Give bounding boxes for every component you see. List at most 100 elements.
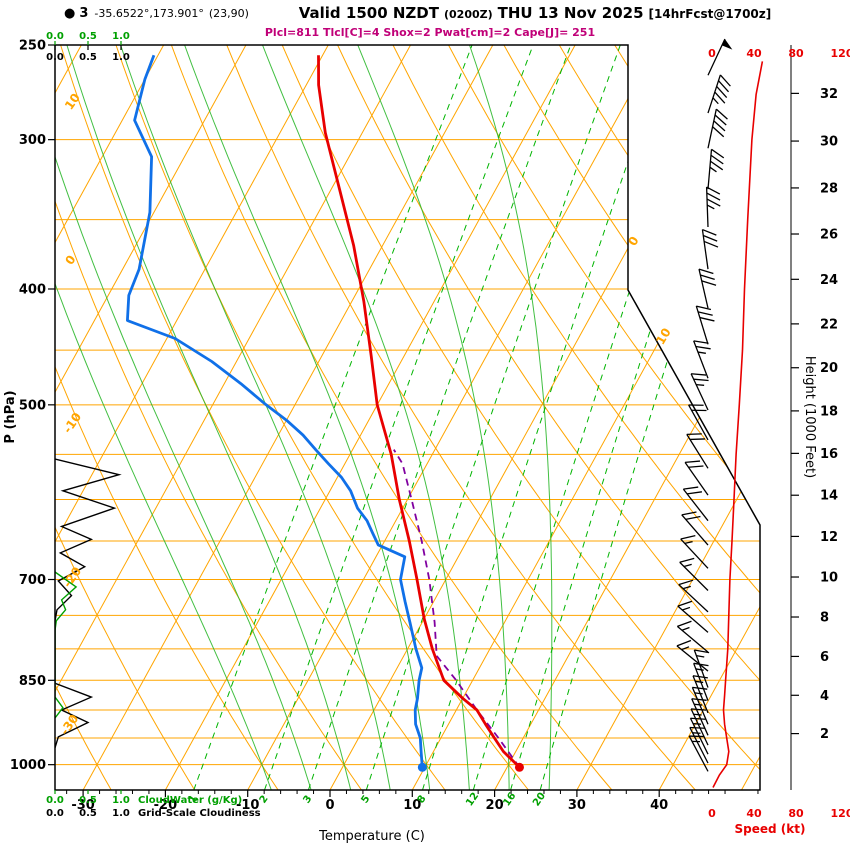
dry-adiabat-label: -30 — [58, 712, 82, 738]
dry-adiabat-line — [60, 45, 446, 790]
moist-adiabat-line — [184, 45, 431, 790]
barb-feather — [685, 515, 701, 520]
moist-adiabat-line — [120, 45, 391, 790]
barb-half-feather — [681, 646, 690, 651]
speed-tick-label-top: 40 — [746, 47, 762, 60]
barb-feather — [681, 511, 697, 516]
wind-barb — [691, 698, 709, 736]
barb-feather — [714, 114, 727, 126]
wind-barb — [676, 620, 709, 653]
wind-barb — [690, 373, 709, 411]
cloudwater-scale-label-top: 0.0 — [46, 31, 64, 42]
isotherm-line — [494, 45, 760, 790]
height-axis-label: Height (1000 Feet) — [802, 356, 817, 478]
dry-adiabat-line — [115, 45, 529, 790]
wind-barb — [707, 148, 725, 190]
barb-feather — [710, 154, 724, 165]
height-tick-label: 18 — [820, 404, 838, 419]
cloud-profiles — [55, 458, 122, 749]
height-tick-label: 28 — [820, 181, 838, 196]
dry-adiabat-line — [55, 45, 362, 790]
cloudiness-scale-label-top: 0.5 — [79, 52, 97, 63]
barb-feather — [689, 438, 705, 441]
barb-half-feather — [684, 540, 693, 545]
height-tick-label: 32 — [820, 87, 838, 102]
wind-barb — [690, 708, 709, 746]
barb-feather — [713, 120, 726, 132]
surface-dewpoint-dot — [417, 762, 427, 772]
barb-feather — [711, 148, 725, 159]
temperature-tick-label: 20 — [486, 798, 504, 813]
barb-half-feather — [682, 585, 691, 590]
wind-barb — [707, 74, 731, 114]
barb-feather — [690, 717, 706, 720]
isotherm-line — [576, 45, 760, 790]
barb-feather — [695, 345, 711, 350]
barb-feather — [677, 620, 692, 627]
wind-barb — [693, 340, 711, 379]
isotherm-inline-label: 10 — [653, 326, 673, 347]
height-tick-label: 24 — [820, 273, 838, 288]
barb-feather — [712, 126, 725, 138]
cloudwater-axis-label: CloudWater (g/Kg) — [138, 795, 242, 806]
wind-barb — [686, 433, 709, 469]
wind-barb — [688, 404, 709, 441]
pressure-tick-label: 300 — [19, 133, 46, 148]
temperature-tick-label: 40 — [650, 798, 668, 813]
valid-title: Valid 1500 NZDT (0200Z) THU 13 Nov 2025 [14… — [299, 4, 772, 22]
mixing-ratio-label: 3 — [301, 794, 314, 806]
barb-half-feather — [712, 97, 719, 105]
cloudiness-axis-label: Grid-Scale Cloudiness — [138, 808, 261, 819]
wind-speed-curve — [712, 61, 764, 788]
pressure-tick-label: 700 — [19, 573, 46, 588]
temperature-tick-label: 0 — [325, 798, 334, 813]
isotherm-line — [55, 45, 329, 790]
barb-feather — [692, 686, 708, 690]
barb-feather — [689, 735, 705, 738]
moist-adiabat-line — [262, 45, 470, 790]
barb-feather — [701, 280, 717, 286]
temperature-tick-label: 30 — [568, 798, 586, 813]
height-tick-label: 2 — [820, 727, 829, 742]
mixing-ratio-line — [472, 45, 712, 790]
cloudiness-scale-label-bottom: 0.5 — [79, 808, 97, 819]
barb-feather — [680, 535, 696, 540]
barb-half-feather — [683, 563, 692, 568]
wind-barb — [705, 186, 721, 228]
mixing-ratio-label: 20 — [531, 791, 548, 809]
pressure-tick-label: 1000 — [10, 758, 46, 773]
barb-staff — [695, 305, 709, 345]
wind-barb — [678, 579, 709, 613]
temperature-axis-label: Temperature (C) — [318, 829, 425, 844]
cloudiness-profile — [55, 458, 122, 749]
wind-barb — [698, 268, 717, 309]
mixing-ratio-line — [422, 45, 669, 790]
mixing-ratio-label: 12 — [464, 791, 481, 809]
isotherm-line — [247, 45, 658, 790]
wind-barb — [693, 649, 710, 688]
wind-barb — [681, 511, 709, 546]
speed-tick-label-bottom: 0 — [708, 807, 716, 820]
speed-axis-label: Speed (kt) — [735, 822, 806, 836]
height-tick-label: 6 — [820, 650, 829, 665]
barb-feather — [693, 662, 709, 667]
wind-barb — [692, 675, 709, 714]
barb-feather — [700, 274, 715, 280]
stats-line: Plcl=811 Tlcl[C]=4 Shox=2 Pwat[cm]=2 Cap… — [265, 26, 595, 39]
dry-adiabat-line — [226, 45, 696, 790]
wind-barb — [680, 535, 709, 569]
barb-half-feather — [695, 668, 704, 671]
height-tick-label: 16 — [820, 447, 838, 462]
sounding-curves — [126, 54, 524, 772]
wind-barb — [695, 305, 715, 345]
barb-feather — [706, 192, 721, 201]
cloudwater-scale-label-top: 0.5 — [79, 31, 97, 42]
dry-adiabat-label: 10 — [62, 91, 83, 113]
barb-feather — [715, 108, 728, 120]
barb-feather — [698, 268, 714, 275]
moist-adiabat-line — [55, 45, 272, 790]
barb-feather — [678, 579, 694, 586]
dry-adiabat-line — [281, 45, 760, 790]
dry-adiabat-line — [337, 45, 760, 790]
barb-feather — [699, 316, 715, 322]
